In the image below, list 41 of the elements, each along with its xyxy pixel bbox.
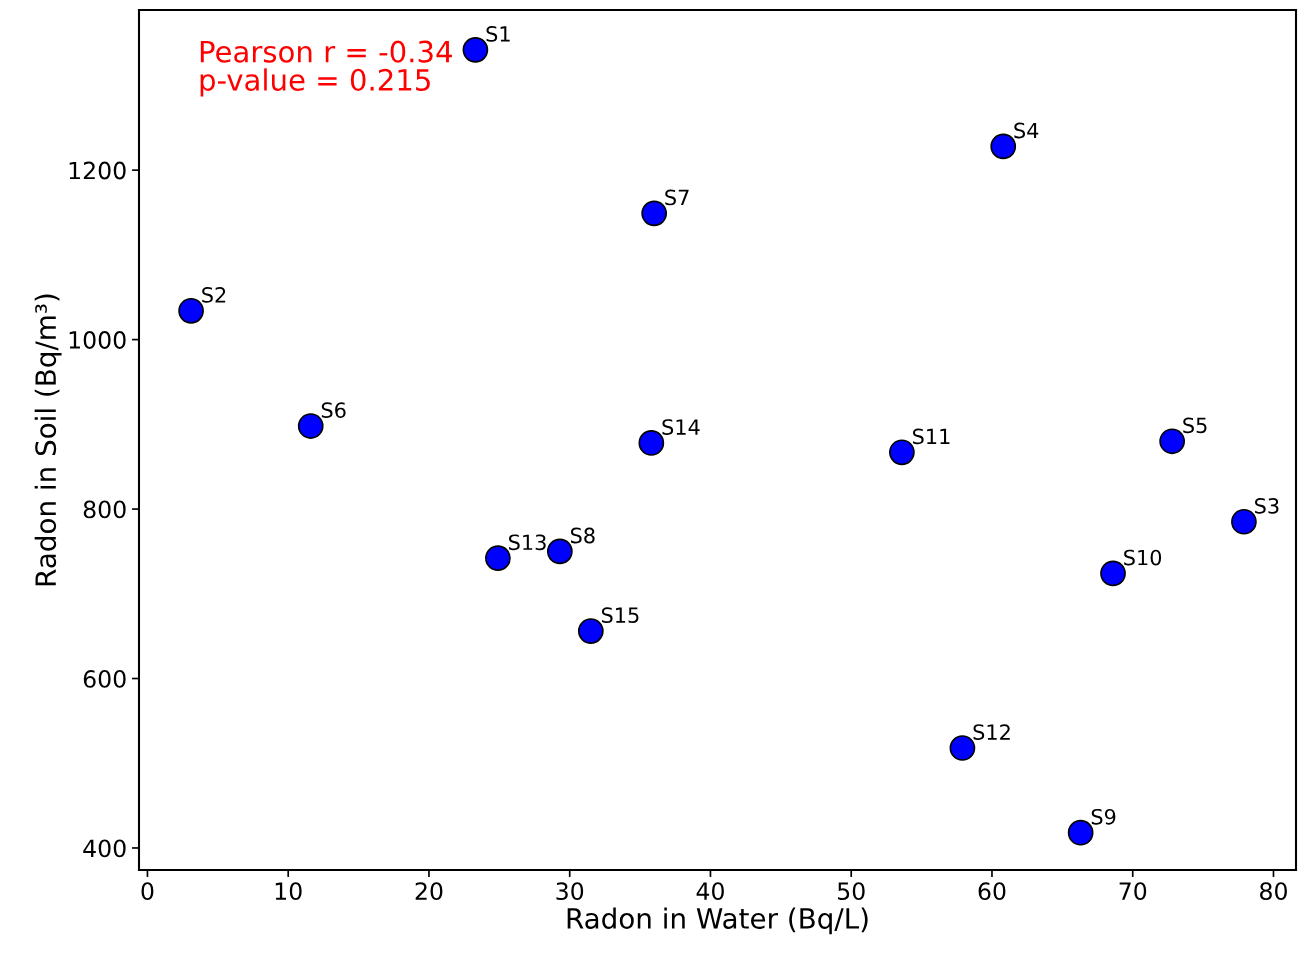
y-axis-title: Radon in Soil (Bq/m³)	[34, 294, 62, 586]
y-tick-label: 400	[83, 839, 126, 858]
x-tick-label: 50	[838, 882, 865, 901]
annotation: Pearson r = -0.34 p-value = 0.215	[200, 40, 452, 97]
point	[178, 297, 204, 324]
point	[889, 439, 915, 466]
annotation: S4	[1014, 122, 1039, 139]
x-axis-title: Radon in Water (Bq/L)	[567, 907, 868, 935]
x-tick-label: 0	[141, 882, 154, 901]
annotation: S6	[321, 402, 346, 418]
x-tick-label: 30	[556, 882, 584, 901]
point	[577, 618, 604, 644]
point	[1159, 428, 1185, 455]
annotation: S15	[601, 607, 639, 624]
x-tick-label: 20	[415, 882, 443, 901]
annotation: S13	[509, 534, 546, 551]
annotation: S14	[662, 419, 700, 435]
x-tick-label: 60	[978, 882, 1006, 901]
x-tick-label: 80	[1260, 882, 1287, 901]
point	[1231, 508, 1257, 535]
x-tick-label: 40	[696, 882, 724, 901]
y-tick-label: 800	[83, 500, 126, 519]
point	[546, 538, 573, 565]
point	[485, 545, 511, 572]
annotation: S1	[486, 26, 510, 42]
annotation: S7	[665, 189, 689, 206]
annotation: S3	[1255, 497, 1279, 514]
x-tick-label: 70	[1119, 882, 1147, 901]
annotation: S12	[973, 724, 1010, 740]
point	[1100, 560, 1126, 587]
point	[297, 413, 324, 439]
y-tick-label: 1000	[69, 331, 126, 349]
x-tick-label: 10	[275, 882, 302, 901]
annotation: S10	[1124, 549, 1162, 566]
annotation: S9	[1091, 808, 1116, 825]
annotation: S2	[202, 286, 226, 303]
annotation: S8	[570, 527, 595, 544]
annotation: S11	[912, 428, 950, 445]
y-tick-label: 600	[83, 669, 126, 688]
annotation: S5	[1183, 417, 1207, 434]
y-tick-label: 1200	[69, 161, 126, 180]
